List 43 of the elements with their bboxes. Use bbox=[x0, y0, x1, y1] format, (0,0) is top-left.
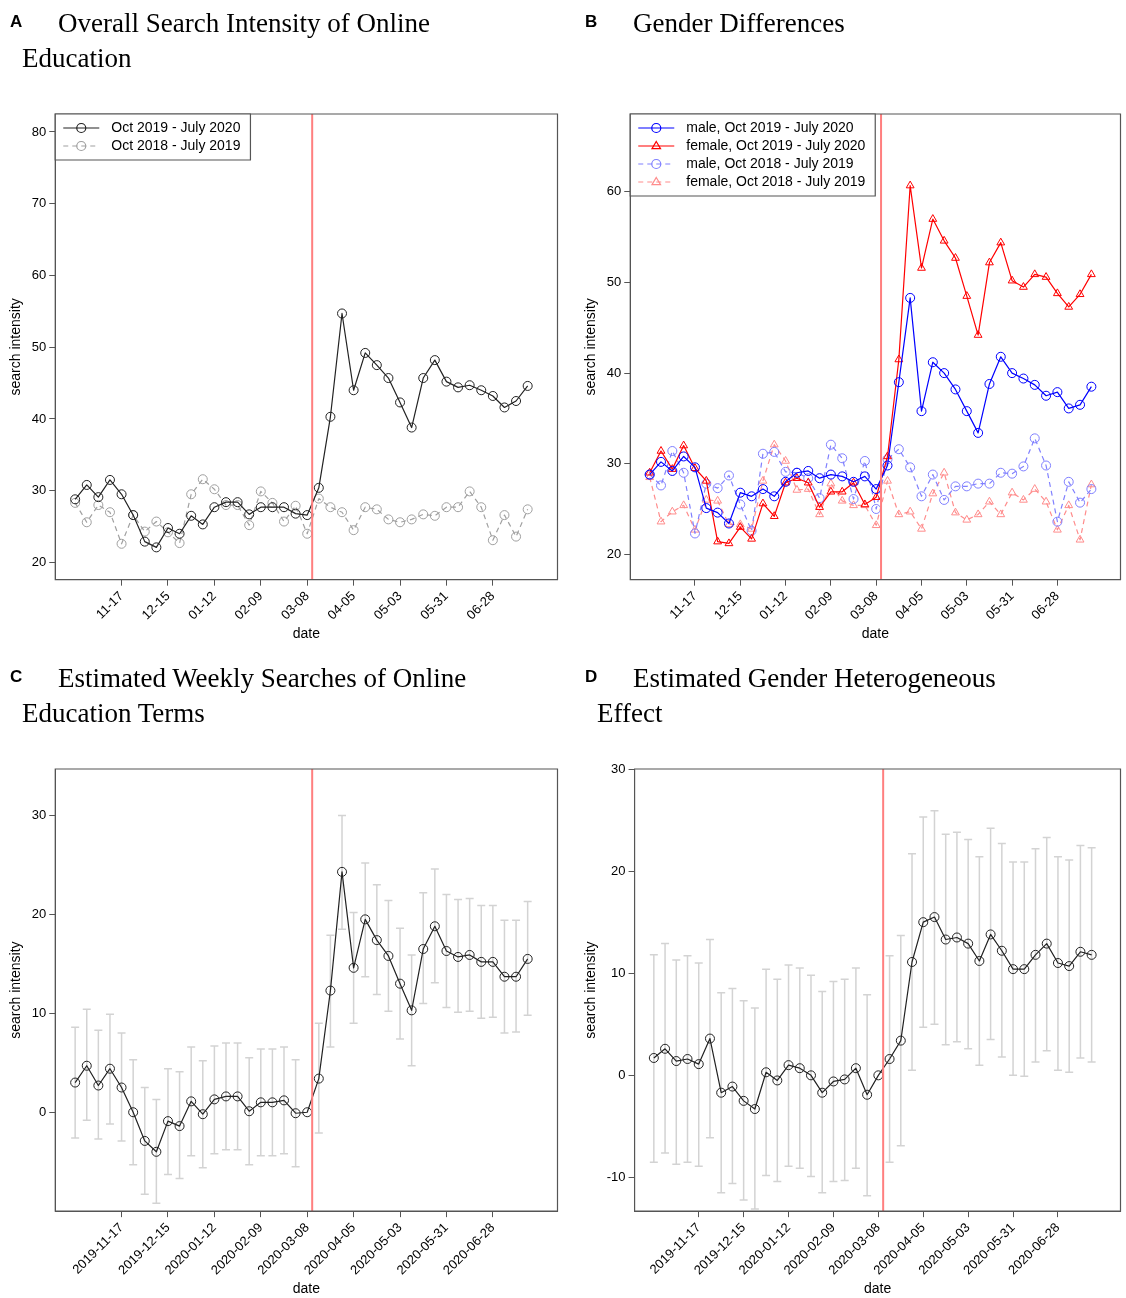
chart-title: Estimated Gender Heterogeneous Effect bbox=[597, 662, 997, 730]
text: B bbox=[585, 12, 598, 32]
y-tick-label: 30 bbox=[31, 807, 47, 823]
x-axis-title: date bbox=[292, 1280, 321, 1297]
legend-label: female, Oct 2018 - July 2019 bbox=[686, 172, 866, 189]
y-tick-label: 50 bbox=[31, 338, 47, 354]
y-axis-title: search intensity bbox=[582, 298, 599, 396]
y-tick-label: 40 bbox=[31, 410, 47, 426]
y-tick-label: -10 bbox=[606, 1169, 626, 1185]
y-tick-label: 10 bbox=[611, 964, 626, 980]
chart-title: Overall Search Intensity of Online Education bbox=[22, 7, 431, 75]
y-axis-title: search intensity bbox=[7, 941, 24, 1039]
y-tick-label: 40 bbox=[606, 364, 622, 380]
y-tick-label: 20 bbox=[606, 545, 622, 561]
x-axis-title: date bbox=[861, 625, 890, 642]
text: D bbox=[585, 667, 598, 687]
y-tick-label: 30 bbox=[31, 482, 47, 498]
y-axis-title: search intensity bbox=[7, 298, 24, 396]
x-axis-title: date bbox=[863, 1280, 892, 1297]
y-tick-label: 80 bbox=[31, 123, 47, 139]
y-tick-label: 30 bbox=[606, 455, 622, 471]
y-tick-label: 0 bbox=[39, 1103, 47, 1119]
y-tick-label: 70 bbox=[31, 195, 47, 211]
legend-label: male, Oct 2018 - July 2019 bbox=[686, 154, 854, 171]
text: C bbox=[10, 667, 23, 687]
y-tick-label: 30 bbox=[611, 760, 626, 776]
y-tick-label: 10 bbox=[31, 1004, 47, 1020]
y-tick-label: 60 bbox=[31, 267, 47, 283]
y-tick-label: 0 bbox=[618, 1066, 626, 1082]
legend-label: female, Oct 2019 - July 2020 bbox=[686, 136, 866, 153]
y-tick-label: 20 bbox=[31, 554, 47, 570]
y-tick-label: 50 bbox=[606, 274, 622, 290]
legend-label: Oct 2018 - July 2019 bbox=[111, 136, 241, 153]
x-axis-title: date bbox=[292, 625, 321, 642]
text: A bbox=[10, 12, 23, 32]
y-tick-label: 20 bbox=[31, 905, 47, 921]
y-tick-label: 20 bbox=[611, 862, 626, 878]
chart-title: Estimated Weekly Searches of Online Education Terms bbox=[22, 662, 468, 730]
y-tick-label: 60 bbox=[606, 183, 622, 199]
chart-title: Gender Differences bbox=[632, 7, 846, 40]
legend-label: male, Oct 2019 - July 2020 bbox=[686, 118, 854, 135]
legend-label: Oct 2019 - July 2020 bbox=[111, 118, 241, 135]
y-axis-title: search intensity bbox=[582, 941, 599, 1039]
